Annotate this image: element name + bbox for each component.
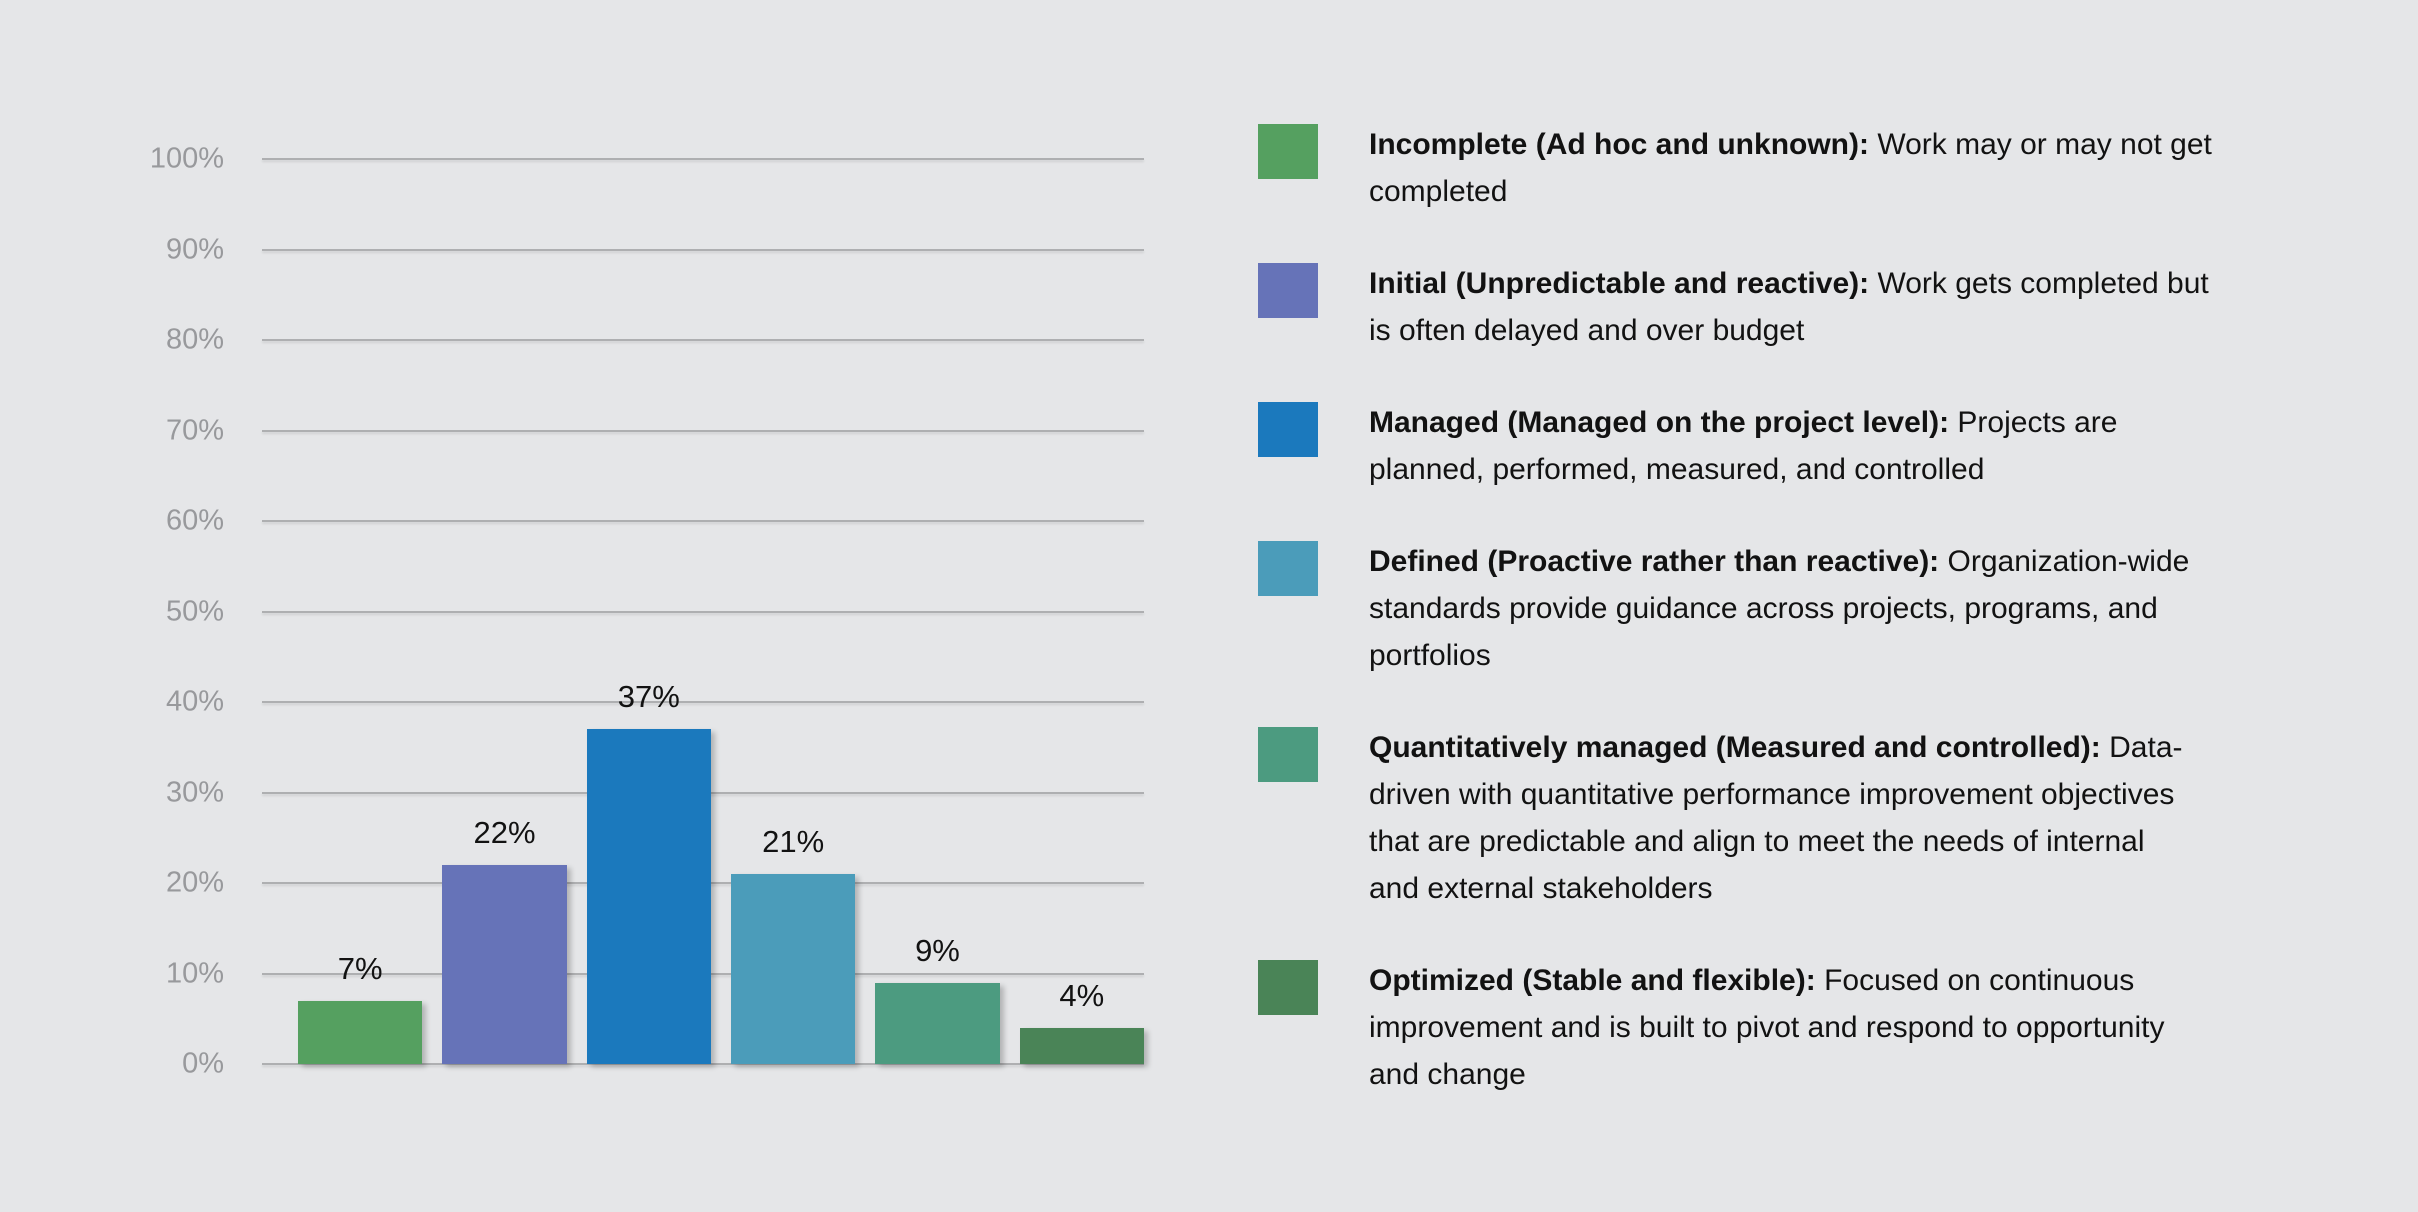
bar-value-label: 22% — [473, 814, 536, 850]
gridline — [262, 429, 1144, 432]
legend-term: Defined (Proactive rather than reactive)… — [1369, 545, 1940, 578]
y-axis-tick-label: 20% — [165, 866, 224, 899]
legend-swatch — [1258, 263, 1318, 318]
bar-5: 9% — [875, 933, 1000, 1064]
y-axis-tick-label: 90% — [165, 233, 224, 265]
gridline — [262, 610, 1144, 613]
bar-4: 21% — [730, 824, 856, 1064]
legend-item: Initial (Unpredictable and reactive): Wo… — [1258, 260, 2314, 354]
legend-item: Defined (Proactive rather than reactive)… — [1258, 538, 2314, 679]
bar-2: 22% — [442, 815, 567, 1064]
bar-1: 7% — [298, 951, 423, 1064]
legend-item: Managed (Managed on the project level): … — [1258, 399, 2314, 493]
chart-legend: Incomplete (Ad hoc and unknown): Work ma… — [1258, 121, 2314, 1098]
legend-text: Managed (Managed on the project level): … — [1369, 399, 2314, 493]
legend-swatch — [1258, 124, 1318, 179]
legend-text: Initial (Unpredictable and reactive): Wo… — [1369, 260, 2314, 354]
legend-item: Optimized (Stable and flexible): Focused… — [1258, 957, 2314, 1098]
legend-item: Incomplete (Ad hoc and unknown): Work ma… — [1258, 121, 2314, 215]
legend-term: Managed (Managed on the project level): — [1369, 406, 1950, 439]
gridline — [262, 248, 1144, 251]
legend-description: Work may or may not get completed — [1369, 128, 2212, 208]
gridline — [262, 339, 1144, 341]
legend-term: Quantitatively managed (Measured and con… — [1369, 731, 2101, 764]
legend-item: Quantitatively managed (Measured and con… — [1258, 724, 2314, 912]
y-axis-tick-label: 100% — [149, 142, 224, 175]
bar-6: 4% — [1019, 978, 1144, 1064]
y-axis-tick-label: 30% — [165, 776, 224, 808]
bar-value-label: 4% — [1059, 977, 1105, 1013]
gridline — [262, 701, 1144, 703]
bar-value-label: 9% — [915, 932, 960, 968]
legend-description: Work gets completed but is often delayed… — [1369, 267, 2209, 347]
legend-swatch — [1258, 960, 1318, 1015]
y-axis-tick-label: 0% — [182, 1047, 224, 1080]
gridline — [262, 158, 1144, 160]
legend-term: Incomplete (Ad hoc and unknown): — [1369, 128, 1869, 161]
bar-3: 37% — [586, 679, 711, 1064]
y-axis-tick-label: 10% — [165, 957, 224, 989]
legend-text: Optimized (Stable and flexible): Focused… — [1369, 957, 2314, 1098]
legend-description: Projects are planned, performed, measure… — [1369, 406, 2118, 486]
legend-term: Optimized (Stable and flexible): — [1369, 964, 1816, 997]
legend-description: Data- driven with quantitative performan… — [1369, 731, 2183, 905]
legend-description: Focused on continuous improvement and is… — [1369, 964, 2165, 1091]
y-axis-tick-label: 70% — [165, 414, 224, 446]
legend-swatch — [1258, 402, 1318, 457]
legend-text: Incomplete (Ad hoc and unknown): Work ma… — [1369, 121, 2314, 215]
legend-swatch — [1258, 541, 1318, 596]
bar-chart-plot: 7% 22% 37% 21% 9% 4% 100% 90% 80% 70% 60% 50% 40% 30… — [150, 143, 1144, 1080]
legend-swatch — [1258, 727, 1318, 782]
bar-group: 7% 22% 37% 21% 9% 4% — [298, 159, 1144, 1064]
legend-description: Organization-wide standards provide guid… — [1369, 545, 2190, 672]
y-axis-tick-label: 60% — [165, 504, 224, 537]
legend-term: Initial (Unpredictable and reactive): — [1369, 267, 1870, 300]
y-axis-tick-label: 80% — [165, 323, 224, 356]
bar-value-label: 7% — [337, 950, 383, 986]
legend-text: Defined (Proactive rather than reactive)… — [1369, 538, 2314, 679]
gridline — [262, 1063, 1144, 1065]
bar-value-label: 21% — [762, 823, 825, 859]
legend-text: Quantitatively managed (Measured and con… — [1369, 724, 2314, 912]
y-axis-tick-label: 40% — [165, 685, 224, 718]
gridline — [262, 520, 1144, 522]
y-axis-tick-label: 50% — [165, 595, 224, 627]
bar-value-label: 37% — [617, 679, 680, 715]
